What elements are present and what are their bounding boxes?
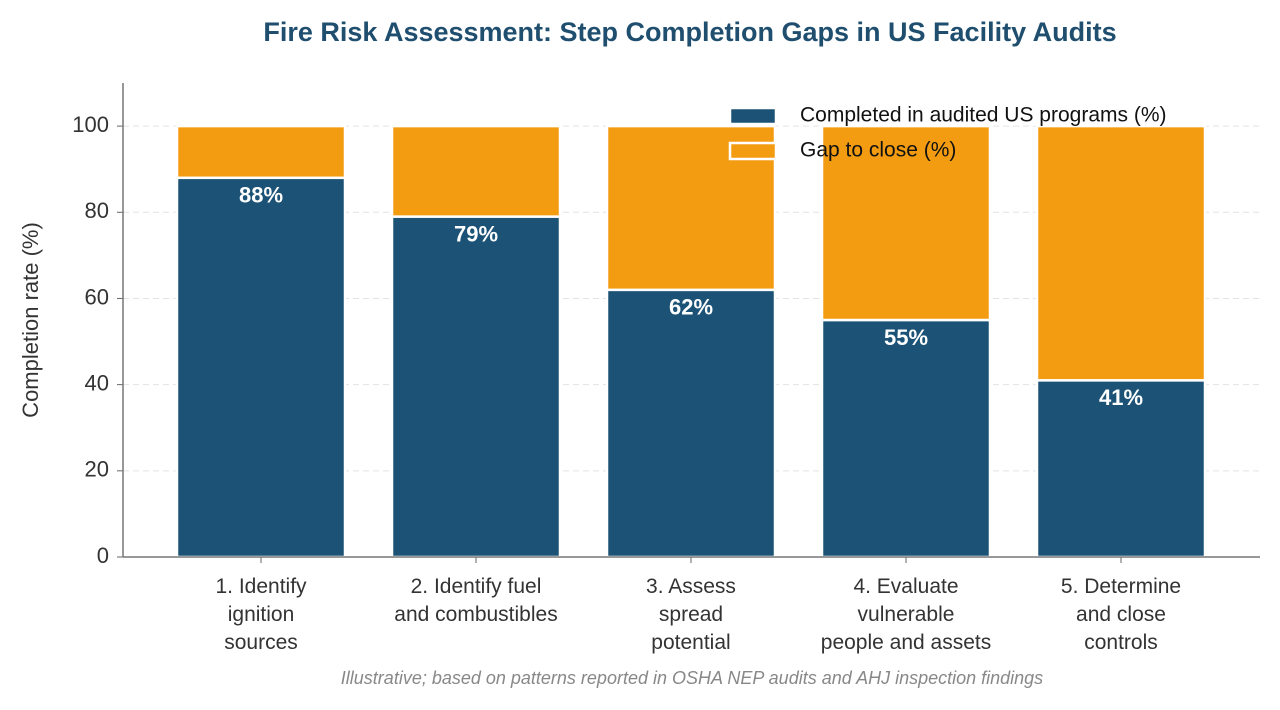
y-tick-label: 20 xyxy=(85,457,109,482)
bar-segment xyxy=(605,288,777,559)
bar-segment xyxy=(1035,124,1207,382)
bar-segment xyxy=(175,176,347,559)
legend-swatch xyxy=(728,106,778,126)
bar-segment xyxy=(820,124,992,322)
legend-swatch xyxy=(728,141,778,161)
footnote: Illustrative; based on patterns reported… xyxy=(341,668,1043,688)
bar-segment xyxy=(390,215,562,559)
y-tick-label: 80 xyxy=(85,198,109,223)
chart-title: Fire Risk Assessment: Step Completion Ga… xyxy=(263,17,1116,47)
legend-label: Completed in audited US programs (%) xyxy=(800,104,1167,127)
x-tick-label: 2. Identify fuel and combustibles xyxy=(394,575,557,626)
x-tick-label: 3. Assess spread potential xyxy=(646,575,736,654)
bar-segment xyxy=(175,124,347,180)
y-tick-label: 100 xyxy=(72,112,109,137)
y-tick-label: 0 xyxy=(97,543,109,568)
x-tick-label: 1. Identify ignition sources xyxy=(215,575,307,654)
x-tick-label: 4. Evaluate vulnerable people and assets xyxy=(821,575,991,654)
value-label: 55% xyxy=(884,325,928,350)
y-tick-label: 40 xyxy=(85,370,109,395)
bar-segment xyxy=(1035,379,1207,559)
value-label: 62% xyxy=(669,295,713,320)
y-axis-label: Completion rate (%) xyxy=(18,222,43,418)
legend-label: Gap to close (%) xyxy=(800,139,956,162)
bar-segment xyxy=(820,318,992,559)
x-tick-label: 5. Determine and close controls xyxy=(1061,575,1181,654)
bar-segment xyxy=(390,124,562,218)
value-label: 88% xyxy=(239,183,283,208)
value-label: 41% xyxy=(1099,385,1143,410)
y-tick-label: 60 xyxy=(85,284,109,309)
value-label: 79% xyxy=(454,221,498,246)
